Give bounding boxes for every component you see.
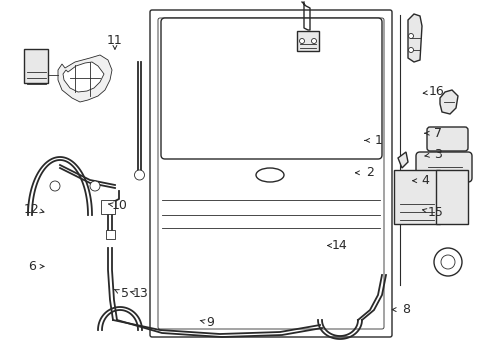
FancyBboxPatch shape: [296, 31, 318, 51]
Circle shape: [299, 39, 304, 44]
FancyBboxPatch shape: [161, 18, 381, 159]
Text: 7: 7: [433, 127, 441, 140]
Text: 9: 9: [206, 316, 214, 329]
Text: 12: 12: [24, 203, 40, 216]
Text: 15: 15: [427, 206, 442, 219]
FancyBboxPatch shape: [426, 127, 467, 151]
Polygon shape: [407, 14, 421, 62]
Circle shape: [440, 255, 454, 269]
FancyBboxPatch shape: [435, 170, 467, 224]
FancyBboxPatch shape: [150, 10, 391, 337]
Text: 16: 16: [427, 85, 443, 98]
Circle shape: [407, 48, 413, 53]
Text: 8: 8: [401, 303, 409, 316]
FancyBboxPatch shape: [24, 49, 48, 83]
Circle shape: [311, 39, 316, 44]
Text: 11: 11: [107, 34, 122, 47]
Circle shape: [90, 181, 100, 191]
FancyBboxPatch shape: [158, 18, 383, 329]
Circle shape: [134, 170, 144, 180]
Text: 13: 13: [133, 287, 148, 300]
Text: 14: 14: [331, 239, 347, 252]
FancyBboxPatch shape: [105, 230, 114, 238]
FancyBboxPatch shape: [101, 200, 115, 214]
Text: 10: 10: [112, 199, 127, 212]
Text: 4: 4: [421, 174, 428, 186]
Circle shape: [407, 33, 413, 39]
FancyBboxPatch shape: [393, 170, 439, 224]
Text: 1: 1: [374, 134, 382, 147]
FancyBboxPatch shape: [415, 152, 471, 182]
Text: 6: 6: [28, 260, 36, 273]
Polygon shape: [63, 62, 104, 92]
Polygon shape: [439, 90, 457, 114]
Circle shape: [50, 181, 60, 191]
Text: 2: 2: [365, 166, 373, 179]
Polygon shape: [397, 152, 407, 168]
Text: 3: 3: [433, 148, 441, 161]
Circle shape: [433, 248, 461, 276]
Text: 5: 5: [121, 287, 128, 300]
Ellipse shape: [256, 168, 284, 182]
Polygon shape: [58, 55, 112, 102]
